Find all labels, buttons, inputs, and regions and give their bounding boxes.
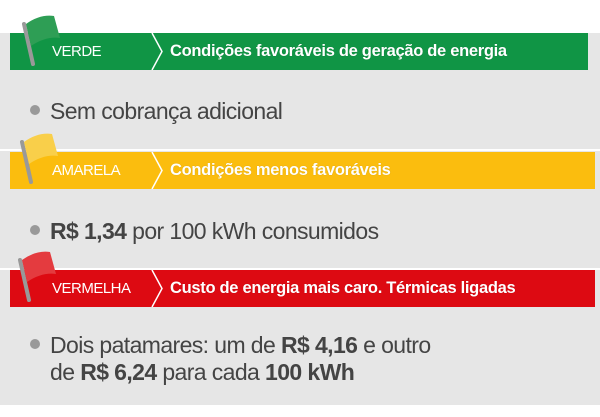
vermelha-title: Custo de energia mais caro. Térmicas lig… — [170, 279, 516, 297]
bullet-icon — [30, 224, 40, 235]
amarela-bar: AMARELA Condições menos favoráveis — [10, 152, 595, 189]
verde-description: Sem cobrança adicional — [30, 98, 283, 125]
vermelha-text-1: Dois patamares: um de — [50, 332, 281, 358]
bullet-icon — [30, 338, 40, 349]
chevron-icon — [151, 152, 163, 189]
vermelha-value-3: 100 kWh — [265, 359, 355, 385]
amarela-value: R$ 1,34 — [50, 218, 127, 244]
vermelha-text-3: de — [50, 359, 81, 385]
vermelha-name: VERMELHA — [52, 280, 131, 297]
yellow-flag-icon — [20, 133, 58, 184]
vermelha-text-2: e outro — [357, 332, 431, 358]
vermelha-bar: VERMELHA Custo de energia mais caro. Tér… — [10, 270, 595, 307]
vermelha-text-4: para cada — [156, 359, 266, 385]
vermelha-value-2: R$ 6,24 — [80, 359, 157, 385]
amarela-title: Condições menos favoráveis — [170, 161, 391, 179]
red-flag-icon — [18, 251, 56, 302]
chevron-icon — [151, 270, 163, 307]
bullet-icon — [30, 104, 40, 115]
vermelha-label: VERMELHA — [10, 270, 163, 307]
amarela-desc-text: por 100 kWh consumidos — [126, 218, 379, 244]
verde-bar: VERDE Condições favoráveis de geração de… — [10, 33, 588, 70]
green-flag-icon — [22, 15, 60, 66]
verde-name: VERDE — [52, 43, 102, 60]
verde-label: VERDE — [10, 33, 163, 70]
vermelha-description: Dois patamares: um de R$ 4,16 e outro de… — [30, 332, 431, 386]
vermelha-value-1: R$ 4,16 — [280, 332, 358, 358]
amarela-description: R$ 1,34 por 100 kWh consumidos — [30, 218, 379, 245]
verde-title: Condições favoráveis de geração de energ… — [170, 42, 507, 60]
amarela-label: AMARELA — [10, 152, 163, 189]
verde-desc-text: Sem cobrança adicional — [50, 98, 283, 124]
amarela-name: AMARELA — [52, 162, 121, 179]
chevron-icon — [151, 33, 163, 70]
